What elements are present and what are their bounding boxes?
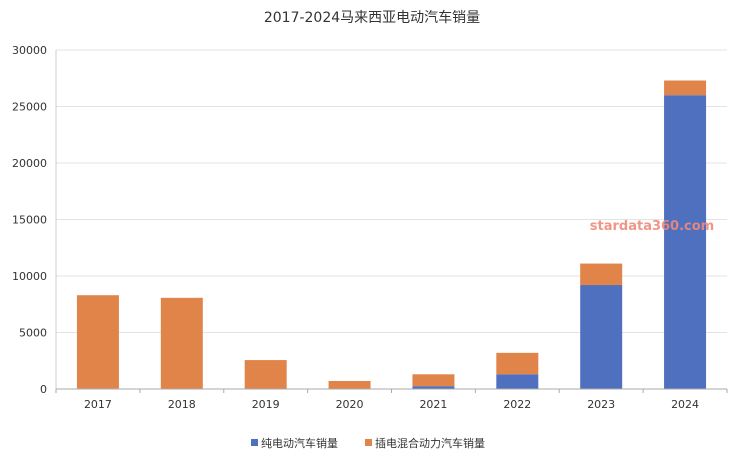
bar-bev-2023 [580, 285, 623, 389]
x-tick-label: 2018 [168, 398, 196, 411]
bar-phev-2021 [412, 374, 455, 387]
legend-label-phev: 插电混合动力汽车销量 [375, 436, 485, 450]
bar-phev-2018 [160, 297, 203, 389]
bar-phev-2017 [76, 295, 119, 389]
x-tick-label: 2020 [336, 398, 364, 411]
y-tick-label: 15000 [12, 214, 47, 227]
chart-title: 2017-2024马来西亚电动汽车销量 [264, 9, 480, 26]
bar-phev-2020 [328, 380, 371, 389]
y-tick-label: 25000 [12, 101, 47, 114]
bar-phev-2022 [496, 352, 539, 375]
x-tick-label: 2023 [587, 398, 615, 411]
x-tick-label: 2017 [84, 398, 112, 411]
y-tick-label: 0 [40, 383, 47, 396]
x-tick-label: 2021 [419, 398, 447, 411]
bar-phev-2019 [244, 360, 287, 389]
y-tick-label: 5000 [19, 327, 47, 340]
y-tick-label: 10000 [12, 270, 47, 283]
bar-bev-2022 [496, 374, 539, 389]
watermark: stardata360.com [590, 219, 714, 234]
axes: 0 5000 10000 15000 20000 25000 30000 2017 2018 20… [12, 44, 728, 411]
grid-lines [56, 49, 727, 333]
legend: 纯电动汽车销量 插电混合动力汽车销量 [251, 436, 485, 450]
legend-swatch-bev [251, 439, 258, 446]
bar-bev-2021 [412, 386, 455, 389]
bar-phev-2023 [580, 263, 623, 286]
bar-bev-2024 [664, 95, 707, 389]
y-tick-label: 20000 [12, 157, 47, 170]
x-tick-label: 2019 [252, 398, 280, 411]
x-tick-label: 2024 [671, 398, 699, 411]
bar-phev-2024 [664, 80, 707, 96]
legend-label-bev: 纯电动汽车销量 [261, 436, 338, 450]
x-tick-label: 2022 [503, 398, 531, 411]
legend-swatch-phev [365, 439, 372, 446]
y-tick-label: 30000 [12, 44, 47, 57]
bars [76, 80, 707, 389]
